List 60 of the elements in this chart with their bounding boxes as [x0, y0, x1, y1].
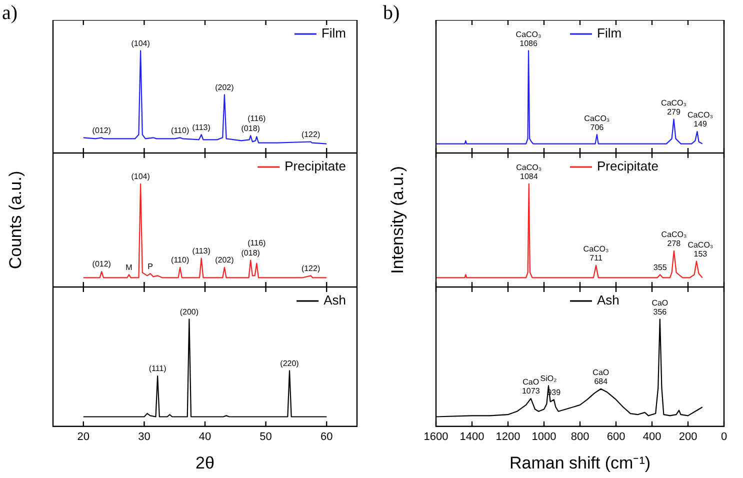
annotation: (012) — [92, 126, 112, 135]
annotation: CaCO₃ 1086 — [516, 30, 542, 48]
annotation: SiO₂ — [540, 374, 557, 383]
annotation: (018) — [241, 124, 260, 133]
annotation: (116) — [248, 114, 266, 123]
annotation: CaCO₃ 278 — [661, 230, 687, 248]
annotation: (202) — [215, 256, 234, 265]
x-tick-label: 30 — [138, 431, 150, 444]
legend-label: Precipitate — [284, 158, 346, 174]
x-tick-label: 1600 — [424, 431, 448, 444]
annotation: CaCO₃ 706 — [584, 114, 610, 132]
annotation: (113) — [192, 246, 211, 256]
annotation: M — [126, 262, 133, 272]
x-axis-title: 2θ — [196, 453, 214, 472]
legend-label: Ash — [597, 292, 620, 308]
chart-title: b) — [383, 2, 400, 25]
annotation: (104) — [131, 172, 150, 182]
annotation: (220) — [280, 358, 300, 368]
x-tick-label: 400 — [642, 431, 662, 444]
annotation: (111) — [148, 364, 167, 374]
annotation: (202) — [215, 82, 234, 92]
annotation: CaCO₃ 149 — [688, 110, 714, 129]
y-axis-title: Counts (a.u.) — [6, 170, 26, 270]
annotation: 355 — [653, 262, 668, 272]
legend-label: Precipitate — [597, 158, 658, 174]
annotation: (110) — [171, 256, 190, 265]
x-tick-label: 1200 — [496, 431, 520, 444]
annotation: (012) — [92, 260, 112, 269]
x-tick-label: 0 — [720, 431, 728, 444]
annotation: CaO 1073 — [522, 378, 540, 396]
annotation: (018) — [241, 248, 260, 258]
annotation: CaCO₃ 153 — [688, 240, 714, 258]
x-tick-label: 20 — [77, 431, 90, 444]
x-tick-label: 800 — [570, 431, 590, 444]
annotation: CaCO₃ 711 — [583, 244, 609, 263]
x-tick-label: 60 — [320, 431, 333, 444]
annotation: (200) — [180, 307, 199, 316]
annotation: (113) — [192, 122, 211, 132]
annotation: (122) — [301, 130, 320, 139]
legend-label: Film — [597, 26, 622, 41]
chart-title: a) — [2, 2, 18, 25]
annotation: CaO 356 — [652, 298, 668, 316]
x-tick-label: 1400 — [460, 431, 484, 444]
y-axis-title: Intensity (a.u.) — [388, 166, 408, 274]
legend-label: Ash — [324, 292, 346, 308]
x-tick-label: 1000 — [532, 431, 556, 444]
annotation: CaCO₃ 279 — [661, 98, 687, 116]
x-tick-label: 200 — [678, 431, 698, 444]
legend-label: Film — [321, 26, 346, 41]
annotation: (104) — [131, 38, 150, 48]
annotation: CaO 684 — [592, 368, 610, 386]
annotation: CaCO₃ 1084 — [516, 163, 542, 182]
annotation: (116) — [248, 238, 266, 248]
annotation: (122) — [301, 264, 320, 273]
annotation: (110) — [171, 126, 190, 135]
x-tick-label: 600 — [606, 431, 626, 444]
annotation: P — [148, 262, 153, 271]
x-tick-label: 40 — [198, 431, 212, 444]
x-axis-title: Raman shift (cm⁻¹) — [509, 453, 651, 472]
x-tick-label: 50 — [260, 431, 272, 444]
